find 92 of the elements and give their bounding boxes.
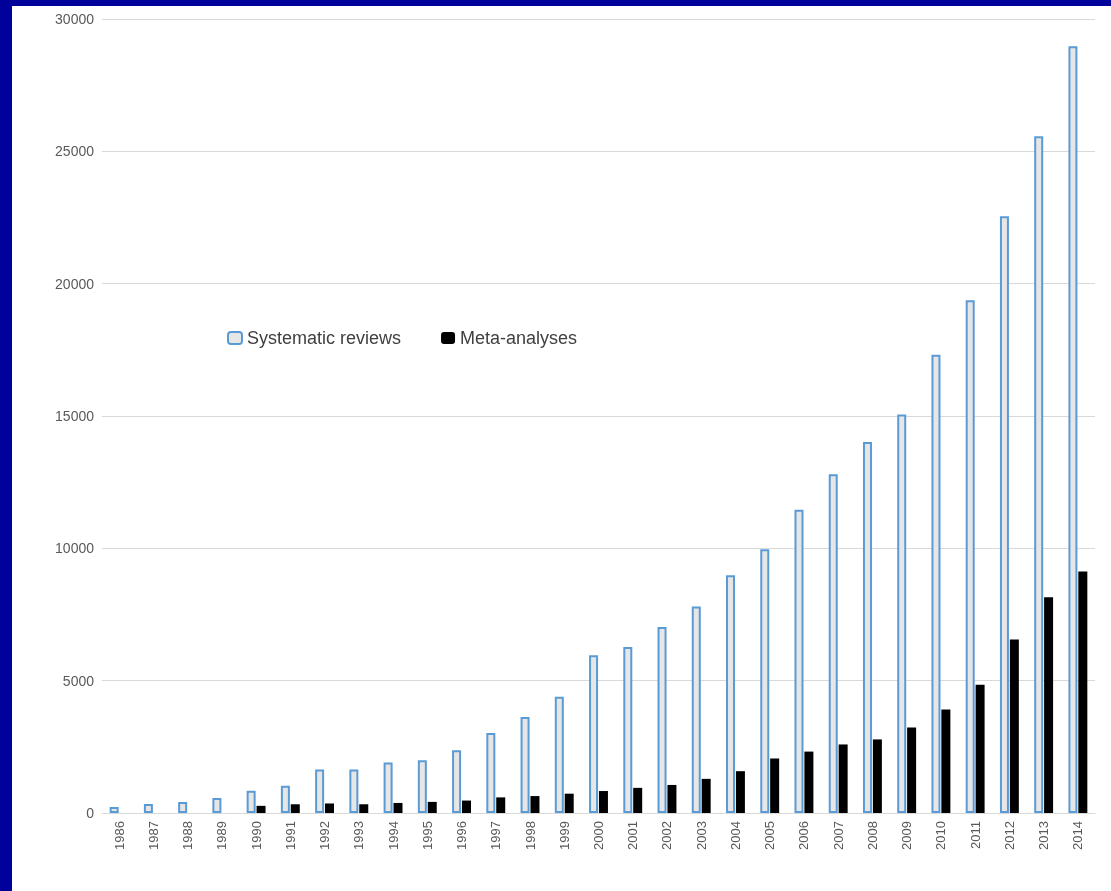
bar — [383, 762, 393, 813]
bar — [623, 647, 633, 813]
bar — [701, 778, 711, 813]
x-tick-label: 1990 — [248, 821, 264, 850]
bar — [872, 739, 882, 813]
bar — [965, 300, 975, 813]
bar — [427, 801, 437, 813]
bar — [897, 414, 907, 813]
bar — [726, 575, 736, 813]
bar — [212, 797, 222, 813]
bar — [735, 771, 745, 813]
bar — [862, 441, 872, 813]
bar — [975, 684, 985, 813]
x-tick-label: 1988 — [180, 821, 196, 850]
bar — [1034, 136, 1044, 813]
bar — [667, 784, 677, 813]
bar — [804, 751, 814, 813]
bar — [633, 787, 643, 813]
bar — [794, 509, 804, 813]
bar — [1009, 639, 1019, 813]
bar — [907, 727, 917, 813]
bar — [520, 716, 530, 813]
y-tick-label: 30000 — [55, 11, 95, 27]
bar — [325, 803, 335, 813]
bar — [999, 216, 1009, 813]
bar — [246, 790, 256, 813]
x-tick-label: 1992 — [317, 821, 333, 850]
y-tick-label: 5000 — [62, 672, 95, 689]
bar — [1068, 46, 1078, 813]
x-tick-label: 2006 — [796, 821, 812, 850]
x-tick-label: 2003 — [693, 821, 709, 850]
bar — [280, 785, 290, 813]
bar — [417, 760, 427, 813]
x-tick-label: 1999 — [556, 821, 572, 850]
x-tick-label: 1994 — [385, 821, 401, 850]
x-tick-label: 1996 — [454, 821, 470, 850]
bar — [554, 696, 564, 813]
bar — [657, 626, 667, 813]
x-tick-label: 2007 — [830, 821, 846, 850]
y-tick-label: 20000 — [55, 275, 95, 292]
legend-label: Systematic reviews — [247, 328, 402, 348]
bar — [589, 655, 599, 813]
bar — [178, 801, 188, 813]
bar — [931, 354, 941, 813]
x-tick-label: 2005 — [762, 821, 778, 850]
bar — [564, 793, 574, 813]
y-tick-label: 15000 — [55, 408, 95, 424]
x-tick-label: 2001 — [625, 821, 641, 850]
bar — [143, 804, 153, 813]
x-tick-label: 1991 — [282, 821, 298, 850]
bar — [770, 758, 780, 813]
x-tick-label: 2009 — [899, 821, 915, 850]
bar — [486, 733, 496, 813]
bar — [941, 709, 951, 813]
x-tick-label: 2010 — [933, 821, 949, 850]
x-tick-label: 2004 — [727, 821, 743, 850]
bar — [315, 769, 325, 813]
x-tick-label: 2002 — [659, 821, 675, 850]
bar — [838, 744, 848, 813]
x-tick-label: 1995 — [419, 821, 435, 850]
bar — [359, 804, 369, 813]
bar — [256, 805, 266, 813]
legend-label: Meta-analyses — [460, 328, 578, 348]
bar — [461, 800, 471, 813]
x-tick-label: 2000 — [591, 821, 606, 850]
bar — [828, 474, 838, 813]
bar — [691, 606, 701, 813]
x-tick-label: 2011 — [967, 821, 983, 849]
x-tick-label: 2014 — [1070, 821, 1086, 850]
x-tick-label: 1987 — [145, 821, 161, 850]
x-tick-label: 2008 — [864, 821, 880, 850]
y-tick-label: 25000 — [55, 143, 95, 160]
x-tick-label: 2012 — [1001, 821, 1017, 850]
x-tick-label: 1997 — [488, 821, 504, 850]
x-tick-label: 1993 — [351, 821, 367, 850]
bar — [349, 769, 359, 813]
bar — [496, 797, 506, 813]
x-tick-label: 2013 — [1036, 821, 1052, 850]
x-tick-label: 1989 — [214, 821, 230, 850]
x-tick-label: 1986 — [111, 821, 127, 850]
bar — [1078, 571, 1088, 813]
bar — [598, 791, 608, 813]
bar — [530, 796, 540, 813]
bar — [393, 802, 403, 813]
x-tick-label: 1998 — [522, 821, 538, 850]
bar — [1044, 597, 1054, 813]
bar — [760, 549, 770, 813]
bar — [452, 750, 462, 813]
y-tick-label: 10000 — [55, 540, 95, 557]
y-tick-label: 0 — [86, 805, 95, 821]
bar — [290, 804, 300, 813]
bar — [109, 806, 119, 813]
